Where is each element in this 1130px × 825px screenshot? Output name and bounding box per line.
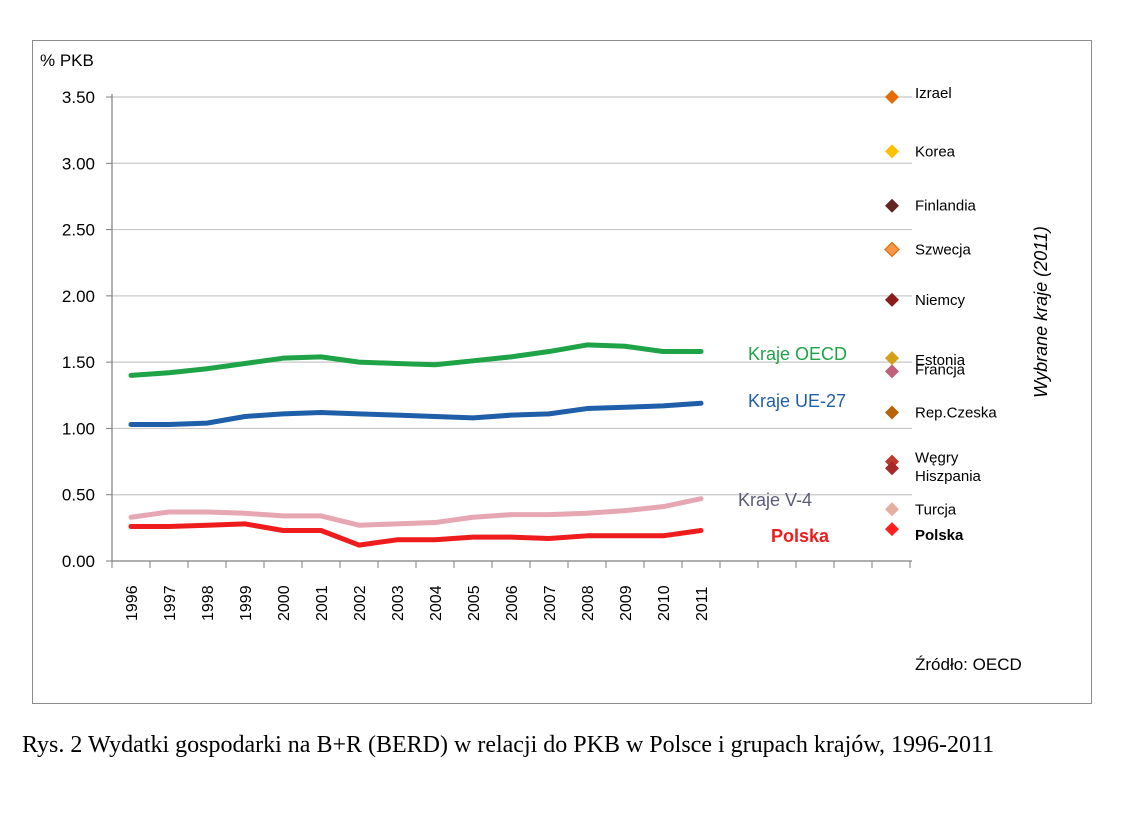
x-tick-label: 2005 [466,585,483,621]
series-label: Kraje OECD [748,344,847,364]
country-label: Izrael [915,85,952,102]
y-tick-labels: 0.00 0.50 1.00 1.50 2.00 2.50 3.00 3.50 [62,88,95,571]
gridlines [112,96,912,496]
x-tick-label: 1999 [238,585,255,621]
countries-title: Wybrane kraje (2011) [1031,226,1051,398]
country-marker [884,241,900,258]
country-marker [885,351,899,366]
series-line-polska [128,521,704,548]
country-label: Polska [915,527,964,544]
x-tick-label: 1996 [124,585,141,621]
country-marker [885,90,899,104]
x-tick-label: 2006 [504,585,521,621]
x-tick-label: 2009 [618,585,635,621]
y-tick-label: 3.50 [62,88,95,107]
y-axis-label: % PKB [40,51,94,70]
country-marker [885,461,899,476]
x-tick-label: 2008 [580,585,597,621]
country-marker [885,522,899,537]
x-tick-label: 2011 [694,586,711,621]
y-tick-label: 3.00 [62,154,95,173]
x-tick-label: 2004 [428,585,445,621]
x-tick-label: 2007 [542,585,559,621]
x-tick-labels: 1996 1997 1998 1999 2000 2001 2002 2003 2004 2005… [124,585,711,621]
country-label: Finlandia [915,198,977,215]
series-line-kraje-ue-27 [128,400,704,427]
country-marker [885,364,899,379]
series-line-kraje-oecd [128,342,704,378]
country-label: Szwecja [915,241,972,258]
country-marker [885,292,899,307]
series-label: Kraje UE-27 [748,391,846,411]
country-label: Korea [915,143,956,160]
x-tick-label: 2001 [314,585,331,621]
country-marker [885,144,899,159]
source-label: Źródło: OECD [915,655,1022,674]
country-label: Turcja [915,501,957,518]
country-label: Rep.Czeska [915,405,997,422]
x-tick-label: 2002 [352,585,369,621]
figure-caption: Rys. 2 Wydatki gospodarki na B+R (BERD) … [22,732,995,758]
x-tick-label: 2000 [276,585,293,621]
y-tick-label: 2.00 [62,287,95,306]
y-tick-label: 0.00 [62,552,95,571]
series-lines [128,342,704,548]
chart-frame [32,40,1092,704]
series-label: Kraje V-4 [738,490,812,510]
x-tick-label: 2010 [656,585,673,621]
y-tick-label: 0.50 [62,486,95,505]
country-marker [885,405,899,420]
y-tick-label: 2.50 [62,221,95,240]
y-tick-label: 1.00 [62,419,95,438]
country-label: Węgry [915,450,959,467]
x-tick-label: 1998 [200,585,217,621]
axes [106,94,912,568]
country-markers: Izrael Korea Finlandia Szwecja Niemcy Estonia… [884,85,997,544]
x-tick-label: 2003 [390,585,407,621]
country-label: Niemcy [915,292,966,309]
country-marker [885,198,899,213]
country-label: Francja [915,361,966,378]
series-line-kraje-v-4 [128,496,704,528]
country-marker [885,502,899,517]
x-tick-label: 1997 [162,585,179,621]
y-tick-label: 1.50 [62,353,95,372]
series-label: Polska [771,526,830,546]
series-labels: Kraje OECD Kraje UE-27 Kraje V-4 Polska [738,344,847,546]
country-label: Estonia [915,352,966,369]
country-label: Hiszpania [915,468,982,485]
